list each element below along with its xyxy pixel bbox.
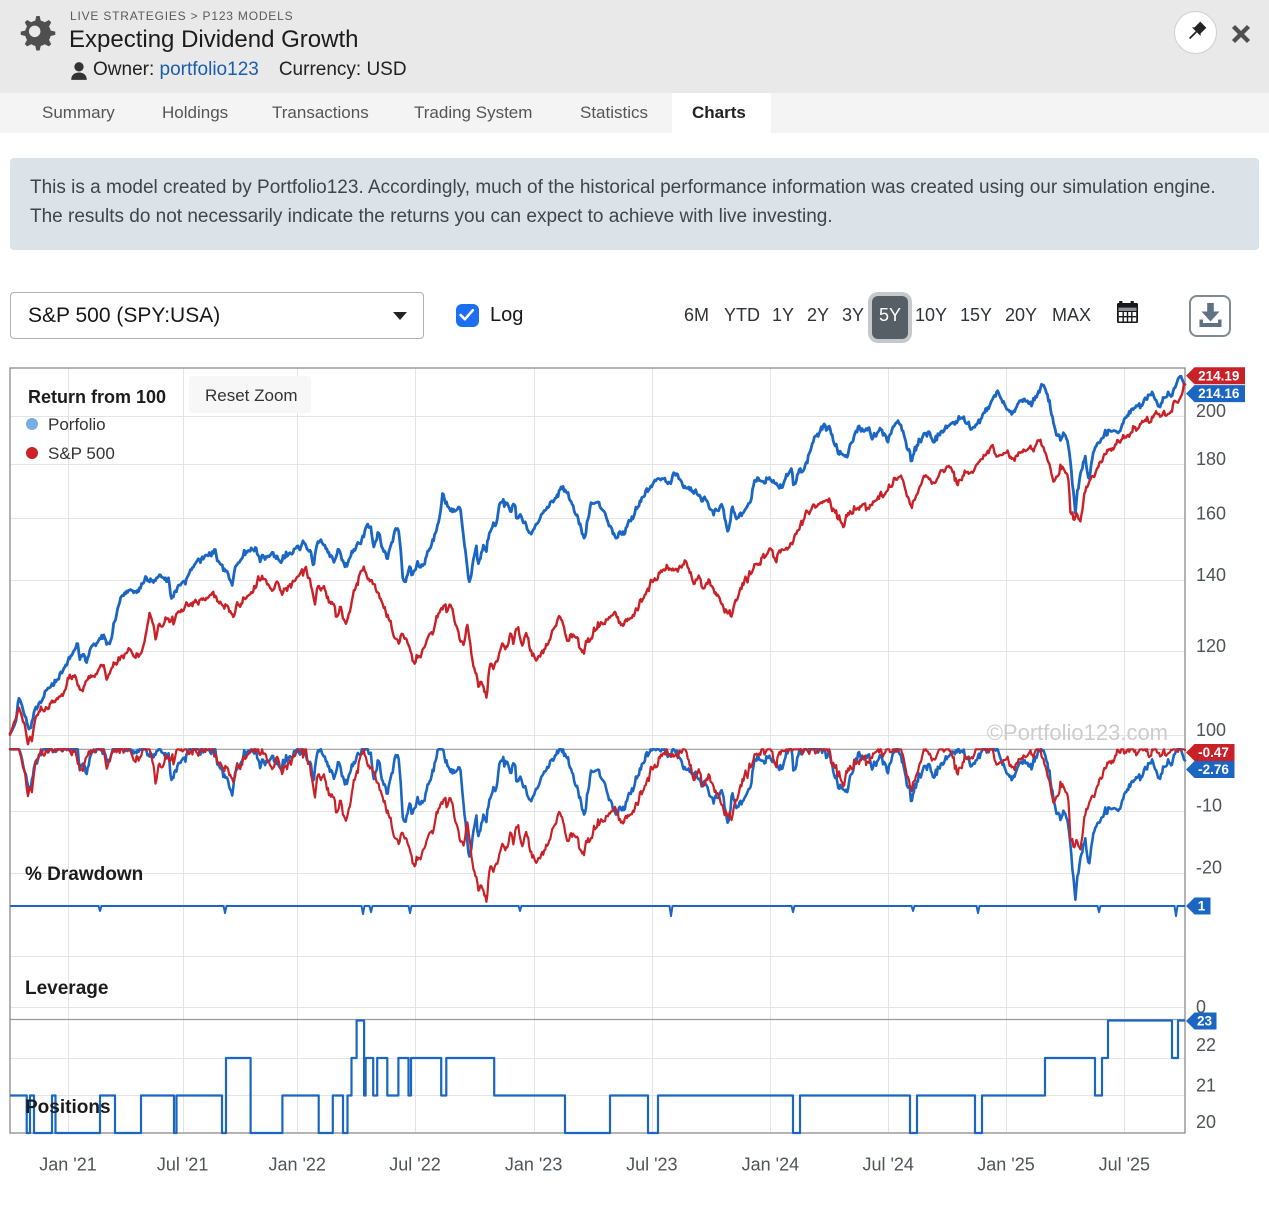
svg-text:Jul '22: Jul '22 [389,1155,440,1175]
svg-text:21: 21 [1196,1076,1216,1096]
svg-text:-20: -20 [1196,858,1222,878]
svg-text:1: 1 [1198,899,1206,914]
svg-text:100: 100 [1196,720,1226,740]
svg-text:160: 160 [1196,504,1226,524]
svg-text:140: 140 [1196,565,1226,585]
svg-text:Jul '25: Jul '25 [1099,1155,1150,1175]
svg-text:Jan '23: Jan '23 [505,1155,562,1175]
svg-text:-2.76: -2.76 [1198,762,1229,777]
svg-text:Jul '21: Jul '21 [157,1155,208,1175]
svg-text:120: 120 [1196,636,1226,656]
svg-text:-0.47: -0.47 [1198,745,1229,760]
svg-text:200: 200 [1196,401,1226,421]
svg-text:214.16: 214.16 [1198,386,1240,401]
svg-text:22: 22 [1196,1035,1216,1055]
svg-text:0: 0 [1196,997,1206,1017]
svg-text:180: 180 [1196,449,1226,469]
svg-text:20: 20 [1196,1112,1216,1132]
svg-text:-10: -10 [1196,796,1222,816]
svg-text:23: 23 [1197,1014,1213,1029]
svg-text:©Portfolio123.com: ©Portfolio123.com [987,720,1168,745]
svg-text:Jan '22: Jan '22 [268,1155,325,1175]
svg-text:Jan '25: Jan '25 [977,1155,1034,1175]
svg-text:Jan '21: Jan '21 [39,1155,96,1175]
svg-text:214.19: 214.19 [1198,368,1239,383]
svg-text:Jul '24: Jul '24 [862,1155,913,1175]
svg-text:Jul '23: Jul '23 [626,1155,677,1175]
svg-text:Jan '24: Jan '24 [742,1155,799,1175]
